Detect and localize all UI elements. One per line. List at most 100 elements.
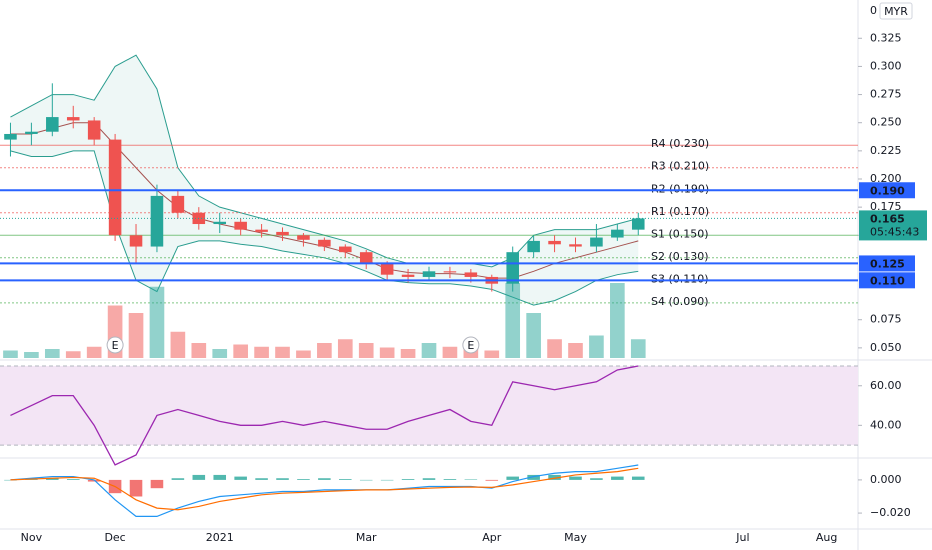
earnings-marker (106, 336, 124, 354)
y-tick-label: 0.200 (870, 172, 902, 185)
rsi-band (0, 365, 858, 446)
candle-body (129, 235, 143, 247)
volume-bar (44, 349, 60, 358)
candle-body (46, 117, 59, 132)
candle-body (339, 246, 352, 253)
y-tick-label: 60.00 (870, 379, 902, 392)
volume-bar (233, 344, 248, 358)
volume-bar (484, 350, 500, 358)
macd-histogram (485, 479, 499, 481)
macd-histogram (569, 476, 582, 480)
y-tick-label: 0.225 (870, 144, 902, 157)
earnings-label: E (112, 339, 119, 352)
macd-histogram (339, 479, 352, 480)
candle-body (108, 139, 122, 236)
x-tick-label: Dec (104, 531, 125, 544)
volume-bar (547, 339, 562, 358)
volume-bar (317, 343, 332, 358)
rsi-line (10, 365, 639, 466)
macd-histogram (192, 474, 206, 480)
volume-bar (421, 343, 437, 358)
y-tick-label: 0.175 (870, 200, 902, 213)
volume-bar (630, 339, 646, 358)
x-tick-label: 2021 (206, 531, 234, 544)
x-tick-label: Aug (816, 531, 837, 544)
volume-bar (589, 335, 604, 358)
currency-box (879, 2, 913, 20)
y-tick-label: 40.00 (870, 418, 902, 431)
macd-histogram (46, 478, 59, 480)
level-badge-label: 0.110 (870, 274, 905, 287)
macd-histogram (527, 474, 540, 480)
macd-histogram (4, 479, 17, 481)
volume-bar (275, 346, 290, 358)
macd-histogram (506, 476, 519, 480)
volume-bar (505, 283, 521, 358)
volume-bar (358, 343, 374, 358)
candle-body (234, 221, 247, 230)
macd-histogram (87, 479, 101, 482)
x-tick-label: Mar (356, 531, 377, 544)
candle-body (380, 263, 394, 275)
pivot-label: R4 (0.230) (651, 137, 709, 150)
macd-histogram (464, 479, 478, 480)
pivot-label: S2 (0.130) (651, 250, 709, 263)
pivot-label: S3 (0.110) (651, 272, 709, 285)
candle-body (611, 229, 624, 238)
volume-bar (170, 331, 186, 358)
macd-histogram (150, 479, 164, 489)
macd-histogram (171, 478, 185, 480)
macd-histogram (611, 476, 624, 480)
volume-bar (379, 347, 395, 358)
candle-body (25, 131, 38, 134)
pivot-label: R2 (0.190) (651, 182, 709, 195)
volume-bar (337, 339, 353, 358)
volume-bar (3, 350, 18, 358)
candle-body (631, 218, 645, 230)
x-tick-label: Apr (482, 531, 502, 544)
candle-body (318, 239, 331, 247)
last-price-badge (859, 210, 927, 241)
pivot-label: S1 (0.150) (651, 227, 709, 240)
candle-body (359, 252, 373, 264)
macd-histogram (548, 474, 561, 480)
x-tick-label: May (564, 531, 587, 544)
level-badge (859, 272, 915, 289)
y-tick-label: 0.000 (870, 473, 902, 486)
pivot-label: S4 (0.090) (651, 295, 709, 308)
candle-body (276, 231, 289, 236)
candle-body (464, 272, 478, 277)
candle-body (66, 117, 80, 121)
volume-bar (24, 352, 39, 358)
level-badge-label: 0.190 (870, 184, 905, 197)
volume-bar (442, 346, 458, 358)
macd-histogram (234, 476, 247, 480)
y-tick-label: 0.075 (870, 313, 902, 326)
candle-body (150, 195, 164, 247)
macd-histogram (443, 479, 457, 480)
currency: MYR (884, 5, 908, 18)
volume-bar (128, 313, 144, 358)
macd-histogram (631, 476, 645, 480)
candle-body (527, 240, 540, 253)
y-tick-label: 0.325 (870, 31, 902, 44)
pivot-label: R1 (0.170) (651, 205, 709, 218)
volume-bar (86, 346, 102, 358)
macd-histogram (359, 479, 373, 481)
macd-histogram (380, 479, 394, 481)
level-badge (859, 255, 915, 272)
level-badge-label: 0.125 (870, 257, 905, 270)
axis-top-label: 0 (870, 4, 877, 17)
macd-histogram (318, 478, 331, 480)
last-price-label: 0.165 (870, 212, 905, 225)
candle-body (255, 229, 268, 232)
candle-body (506, 252, 519, 284)
macd-histogram (66, 479, 80, 480)
candle-body (548, 240, 561, 245)
candle-body (422, 271, 436, 277)
macd-histogram (213, 474, 227, 480)
volume-bar (254, 346, 269, 358)
macd-histogram (255, 478, 268, 480)
bollinger-fill (10, 55, 639, 306)
y-tick-label: 0.275 (870, 88, 902, 101)
